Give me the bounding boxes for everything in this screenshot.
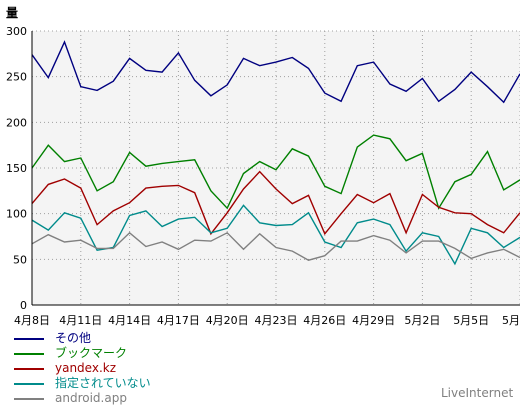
legend-item: yandex.kz: [14, 361, 151, 376]
line-chart: 量 0 50 100 150 200 250 300 4月8日 4月11日 4月14日 4月17日…: [6, 6, 520, 327]
legend-swatch: [14, 367, 44, 370]
legend-item: android.app: [14, 391, 151, 406]
legend-label: 指定されていない: [55, 376, 151, 390]
x-tick-label: 4月14日: [108, 314, 151, 327]
y-tick-label: 100: [6, 208, 27, 221]
y-tick-label: 200: [6, 116, 27, 129]
y-tick-label: 50: [13, 253, 27, 266]
legend-item: ブックマーク: [14, 346, 151, 361]
legend-label: ブックマーク: [55, 346, 128, 360]
y-axis-ticks: 0 50 100 150 200 250 300: [6, 25, 27, 312]
x-tick-label: 4月29日: [352, 314, 395, 327]
legend-swatch: [14, 397, 44, 400]
legend-swatch: [14, 337, 44, 340]
series-line-2: [31, 170, 520, 236]
series-lines: [31, 40, 520, 266]
y-tick-label: 300: [6, 25, 27, 38]
y-axis-label: 量: [6, 6, 18, 20]
legend-swatch: [14, 352, 44, 355]
y-tick-label: 0: [20, 299, 27, 312]
legend-label: yandex.kz: [55, 361, 117, 375]
x-axis-ticks: 4月8日 4月11日 4月14日 4月17日 4月20日 4月23日 4月26日 4月29日 5…: [14, 314, 520, 327]
x-tick-label: 4月11日: [59, 314, 102, 327]
grid-lines: [32, 30, 520, 305]
series-line-0: [31, 40, 520, 104]
x-tick-label: 4月26日: [303, 314, 346, 327]
x-tick-label: 4月20日: [206, 314, 249, 327]
y-tick-label: 250: [6, 71, 27, 84]
x-tick-label: 4月23日: [255, 314, 298, 327]
x-tick-label: 5月2日: [404, 314, 440, 327]
series-line-1: [31, 134, 520, 210]
legend-swatch: [14, 382, 44, 385]
legend: その他 ブックマーク yandex.kz 指定されていない android.app: [14, 331, 151, 406]
brand-label: LiveInternet: [441, 386, 514, 400]
legend-label: android.app: [55, 391, 127, 405]
legend-item: その他: [14, 331, 151, 346]
y-tick-label: 150: [6, 162, 27, 175]
x-tick-label: 5月5日: [453, 314, 489, 327]
x-tick-label: 4月8日: [14, 314, 50, 327]
x-tick-label: 5月8日: [502, 314, 520, 327]
series-line-4: [31, 231, 520, 261]
legend-label: その他: [55, 331, 92, 345]
legend-item: 指定されていない: [14, 376, 151, 391]
x-tick-label: 4月17日: [157, 314, 200, 327]
